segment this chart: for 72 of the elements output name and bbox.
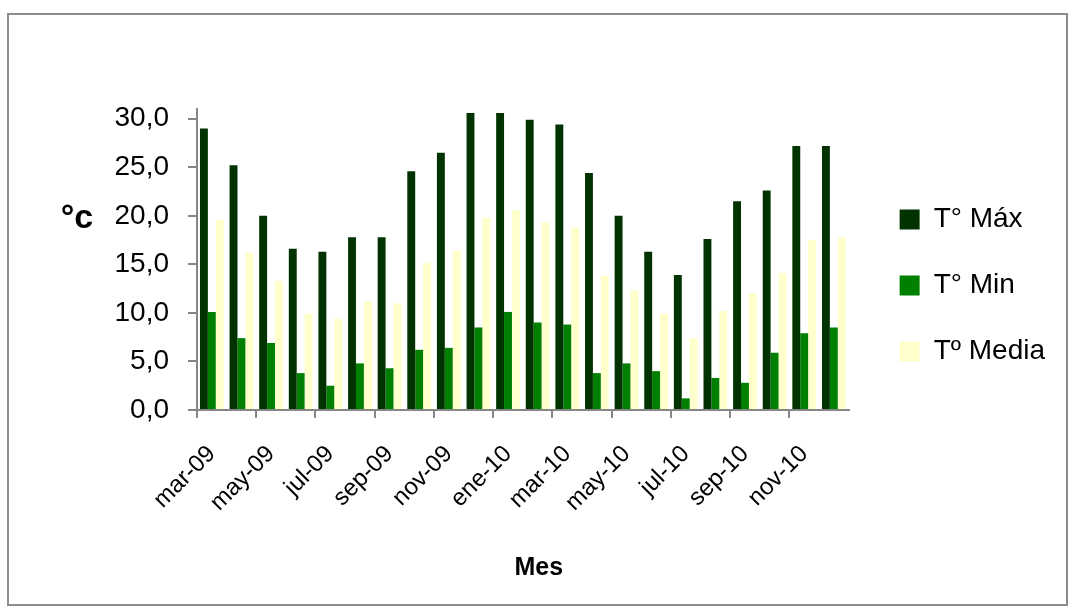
bar (355, 363, 364, 409)
bar (207, 311, 216, 409)
y-tick-label: 25,0 (114, 149, 169, 181)
bar (821, 145, 830, 409)
y-tick-label: 15,0 (114, 247, 169, 279)
bar (436, 152, 445, 409)
bar (689, 338, 698, 409)
bar (474, 327, 483, 409)
bar (415, 349, 424, 409)
bar (571, 227, 580, 409)
bar (393, 303, 402, 409)
bar (800, 333, 809, 409)
bar (681, 398, 690, 409)
bar (237, 338, 246, 409)
bar (275, 280, 283, 409)
bar (748, 293, 757, 409)
y-tick-label: 5,0 (130, 344, 169, 376)
bar (423, 262, 431, 409)
bar (719, 310, 728, 409)
bar (288, 248, 297, 409)
bar (792, 145, 801, 409)
bar (585, 173, 593, 409)
bar (630, 290, 639, 409)
legend-label: T° Min (933, 268, 1015, 300)
bar (348, 237, 356, 409)
bar (525, 119, 534, 409)
bar (377, 237, 386, 409)
bar (808, 240, 817, 409)
bar (614, 215, 623, 409)
bar (644, 251, 653, 409)
y-tick-label: 30,0 (114, 101, 169, 133)
bar (511, 209, 520, 409)
bar (304, 313, 313, 409)
bar (600, 276, 609, 409)
bar (673, 275, 682, 409)
bar (770, 352, 779, 409)
bar (762, 190, 771, 409)
y-axis-title: °c (60, 197, 94, 235)
bar (555, 124, 564, 409)
bar (592, 373, 601, 409)
bar (326, 385, 335, 409)
bar (703, 239, 712, 409)
bar (245, 252, 254, 409)
bar (267, 343, 275, 409)
y-tick-label: 10,0 (114, 295, 169, 327)
bar (407, 171, 416, 409)
y-tick-label: 20,0 (114, 198, 169, 230)
bar (837, 237, 846, 409)
bar (533, 322, 542, 409)
bar (711, 377, 720, 409)
bar (733, 201, 742, 409)
bar (496, 112, 505, 409)
x-axis-title: Mes (514, 551, 564, 580)
bar (660, 313, 668, 409)
bar (215, 219, 224, 409)
bar (296, 373, 305, 409)
bar (452, 250, 461, 409)
y-tick-label: 0,0 (130, 392, 169, 424)
bar (199, 128, 208, 409)
bar (259, 215, 268, 409)
bar (363, 301, 372, 409)
bar (741, 382, 749, 409)
bar (652, 371, 661, 409)
bar (444, 347, 453, 409)
bar (829, 327, 838, 409)
bar (563, 324, 572, 409)
bar (504, 311, 512, 409)
bar (318, 251, 327, 409)
legend-label: Tº Media (933, 334, 1046, 366)
bar (482, 217, 491, 409)
bar (334, 318, 343, 409)
legend-label: T° Máx (933, 202, 1023, 234)
